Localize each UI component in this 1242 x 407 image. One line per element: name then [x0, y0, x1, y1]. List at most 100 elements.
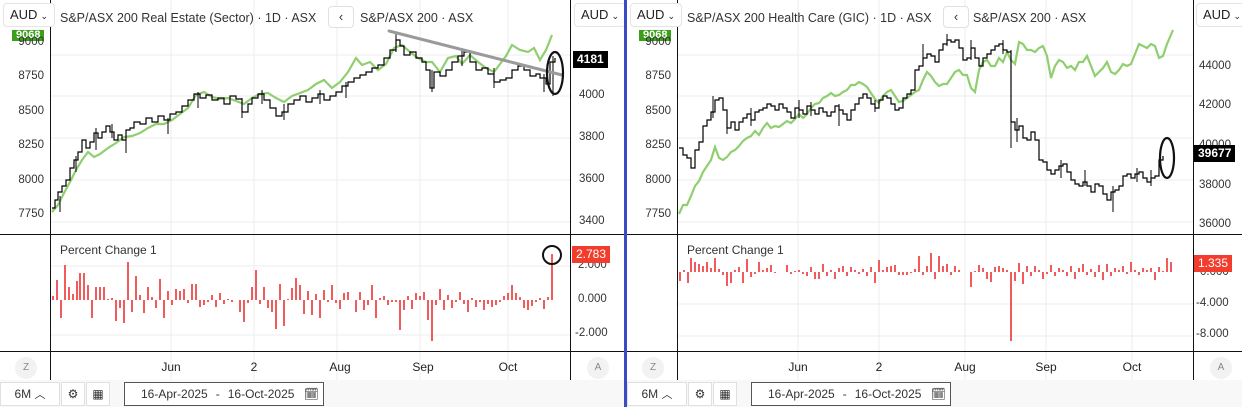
compare-back-button[interactable]: ‹ — [328, 6, 354, 28]
chart-pane-real-estate: AUD ⌄ S&P/ASX 200 Real Estate (Sector) · … — [0, 0, 626, 407]
circle-annotation — [545, 50, 565, 96]
zoom-reset-button[interactable]: Z — [15, 357, 37, 379]
y-tick: 8750 — [18, 70, 44, 82]
y-tick: 4000 — [579, 89, 605, 101]
price-line — [52, 39, 556, 209]
layout-button[interactable]: ▦ — [713, 382, 737, 406]
date-range-picker[interactable]: 16-Apr-2025-16-Oct-2025 🗓 — [124, 382, 324, 406]
trendline — [387, 29, 564, 77]
zoom-reset-button[interactable]: Z — [642, 357, 664, 379]
chevron-down-icon: ⌄ — [40, 11, 48, 21]
chevron-up-icon: ︿ — [661, 389, 673, 401]
y-tick: 36000 — [1199, 218, 1231, 230]
range-selector[interactable]: 6M ︿ — [627, 382, 687, 406]
indicator-value-badge: 2.783 — [572, 246, 611, 263]
currency-label: AUD — [637, 7, 665, 22]
left-axis-badge: 9068 — [12, 30, 45, 41]
gear-icon: ⚙ — [67, 387, 79, 401]
date-to: 16-Oct-2025 — [854, 387, 922, 401]
currency-selector-right[interactable]: AUD ⌄ — [574, 3, 626, 27]
y-tick: 7750 — [645, 208, 671, 220]
indicator-tick: -2.000 — [575, 327, 608, 339]
x-tick: 2 — [875, 360, 883, 374]
y-tick: 9000 — [18, 36, 44, 48]
chart-pane-health-care: AUD ⌄ S&P/ASX 200 Health Care (GIC) · 1D … — [627, 0, 1242, 407]
x-tick: Aug — [954, 360, 976, 374]
auto-scale-button[interactable]: A — [1210, 357, 1232, 379]
date-from: 16-Apr-2025 — [141, 387, 208, 401]
range-selector[interactable]: 6M ︿ — [0, 382, 60, 406]
y-tick: 8250 — [18, 139, 44, 151]
indicator-bars — [679, 253, 1172, 341]
x-tick: Jun — [788, 360, 808, 374]
calendar-icon: 🗓 — [930, 387, 946, 401]
compare-line — [51, 34, 554, 213]
indicator-value-badge: 1.335 — [1194, 255, 1233, 272]
x-tick: Aug — [329, 360, 351, 374]
indicator-tick: 0.000 — [578, 293, 607, 305]
chart-footer: 6M ︿ ⚙ ▦ 16-Apr-2025-16-Oct-2025 🗓 — [627, 380, 1242, 407]
calendar-icon: 🗓 — [303, 387, 319, 401]
chart-canvas[interactable] — [627, 0, 1242, 380]
currency-selector-left[interactable]: AUD ⌄ — [630, 3, 682, 27]
layout-button[interactable]: ▦ — [86, 382, 110, 406]
compare-line — [677, 29, 1175, 215]
y-tick: 9000 — [645, 36, 671, 48]
auto-scale-button[interactable]: A — [587, 357, 609, 379]
compare-title: S&P/ASX 200 · ASX — [973, 11, 1087, 25]
chevron-down-icon: ⌄ — [667, 11, 675, 21]
indicator-tick: -8.000 — [1196, 328, 1229, 340]
indicator-tick: -4.000 — [1196, 297, 1229, 309]
date-range-picker[interactable]: 16-Apr-2025-16-Oct-2025 🗓 — [751, 382, 951, 406]
y-tick: 7750 — [18, 208, 44, 220]
price-badge: 39677 — [1194, 145, 1236, 162]
x-tick: 2 — [250, 360, 258, 374]
y-tick: 42000 — [1199, 99, 1231, 111]
date-to: 16-Oct-2025 — [227, 387, 295, 401]
chevron-down-icon: ⌄ — [611, 11, 619, 21]
x-tick: Oct — [1122, 360, 1142, 374]
currency-selector-right[interactable]: AUD ⌄ — [1196, 3, 1242, 27]
y-tick: 3600 — [579, 173, 605, 185]
left-axis-badge: 9068 — [639, 30, 672, 41]
currency-label: AUD — [10, 7, 38, 22]
date-separator: - — [842, 387, 847, 401]
chart-footer: 6M ︿ ⚙ ▦ 16-Apr-2025-16-Oct-2025 🗓 — [0, 380, 624, 407]
y-tick: 8000 — [645, 174, 671, 186]
range-label: 6M — [641, 387, 659, 401]
chevron-up-icon: ︿ — [34, 389, 46, 401]
chart-title: S&P/ASX 200 Health Care (GIC) · 1D · ASX — [687, 11, 932, 25]
x-tick: Sep — [1035, 360, 1057, 374]
y-tick: 44000 — [1199, 60, 1231, 72]
settings-button[interactable]: ⚙ — [688, 382, 712, 406]
date-separator: - — [215, 387, 220, 401]
range-label: 6M — [14, 387, 32, 401]
x-tick: Sep — [412, 360, 434, 374]
x-tick: Oct — [498, 360, 518, 374]
y-tick: 38000 — [1199, 179, 1231, 191]
compare-back-button[interactable]: ‹ — [943, 6, 969, 28]
grid-layout-icon: ▦ — [92, 387, 104, 401]
currency-selector-left[interactable]: AUD ⌄ — [3, 3, 55, 27]
currency-label: AUD — [1203, 7, 1231, 22]
circle-annotation — [1158, 136, 1176, 180]
y-tick: 8250 — [645, 139, 671, 151]
grid-layout-icon: ▦ — [719, 387, 731, 401]
indicator-circle-annotation — [542, 245, 562, 265]
chart-canvas[interactable] — [0, 0, 624, 380]
chart-title: S&P/ASX 200 Real Estate (Sector) · 1D · … — [60, 11, 317, 25]
settings-button[interactable]: ⚙ — [61, 382, 85, 406]
indicator-bars — [52, 254, 553, 341]
pane-divider[interactable] — [624, 0, 627, 407]
y-tick: 8750 — [645, 70, 671, 82]
indicator-label: Percent Change 1 — [60, 243, 157, 257]
y-tick: 8000 — [18, 174, 44, 186]
gear-icon: ⚙ — [694, 387, 706, 401]
indicator-label: Percent Change 1 — [687, 243, 784, 257]
y-tick: 8500 — [645, 105, 671, 117]
currency-label: AUD — [581, 7, 609, 22]
price-line — [679, 39, 1164, 201]
compare-title: S&P/ASX 200 · ASX — [360, 11, 474, 25]
y-tick: 3400 — [579, 215, 605, 227]
y-tick: 8500 — [18, 105, 44, 117]
